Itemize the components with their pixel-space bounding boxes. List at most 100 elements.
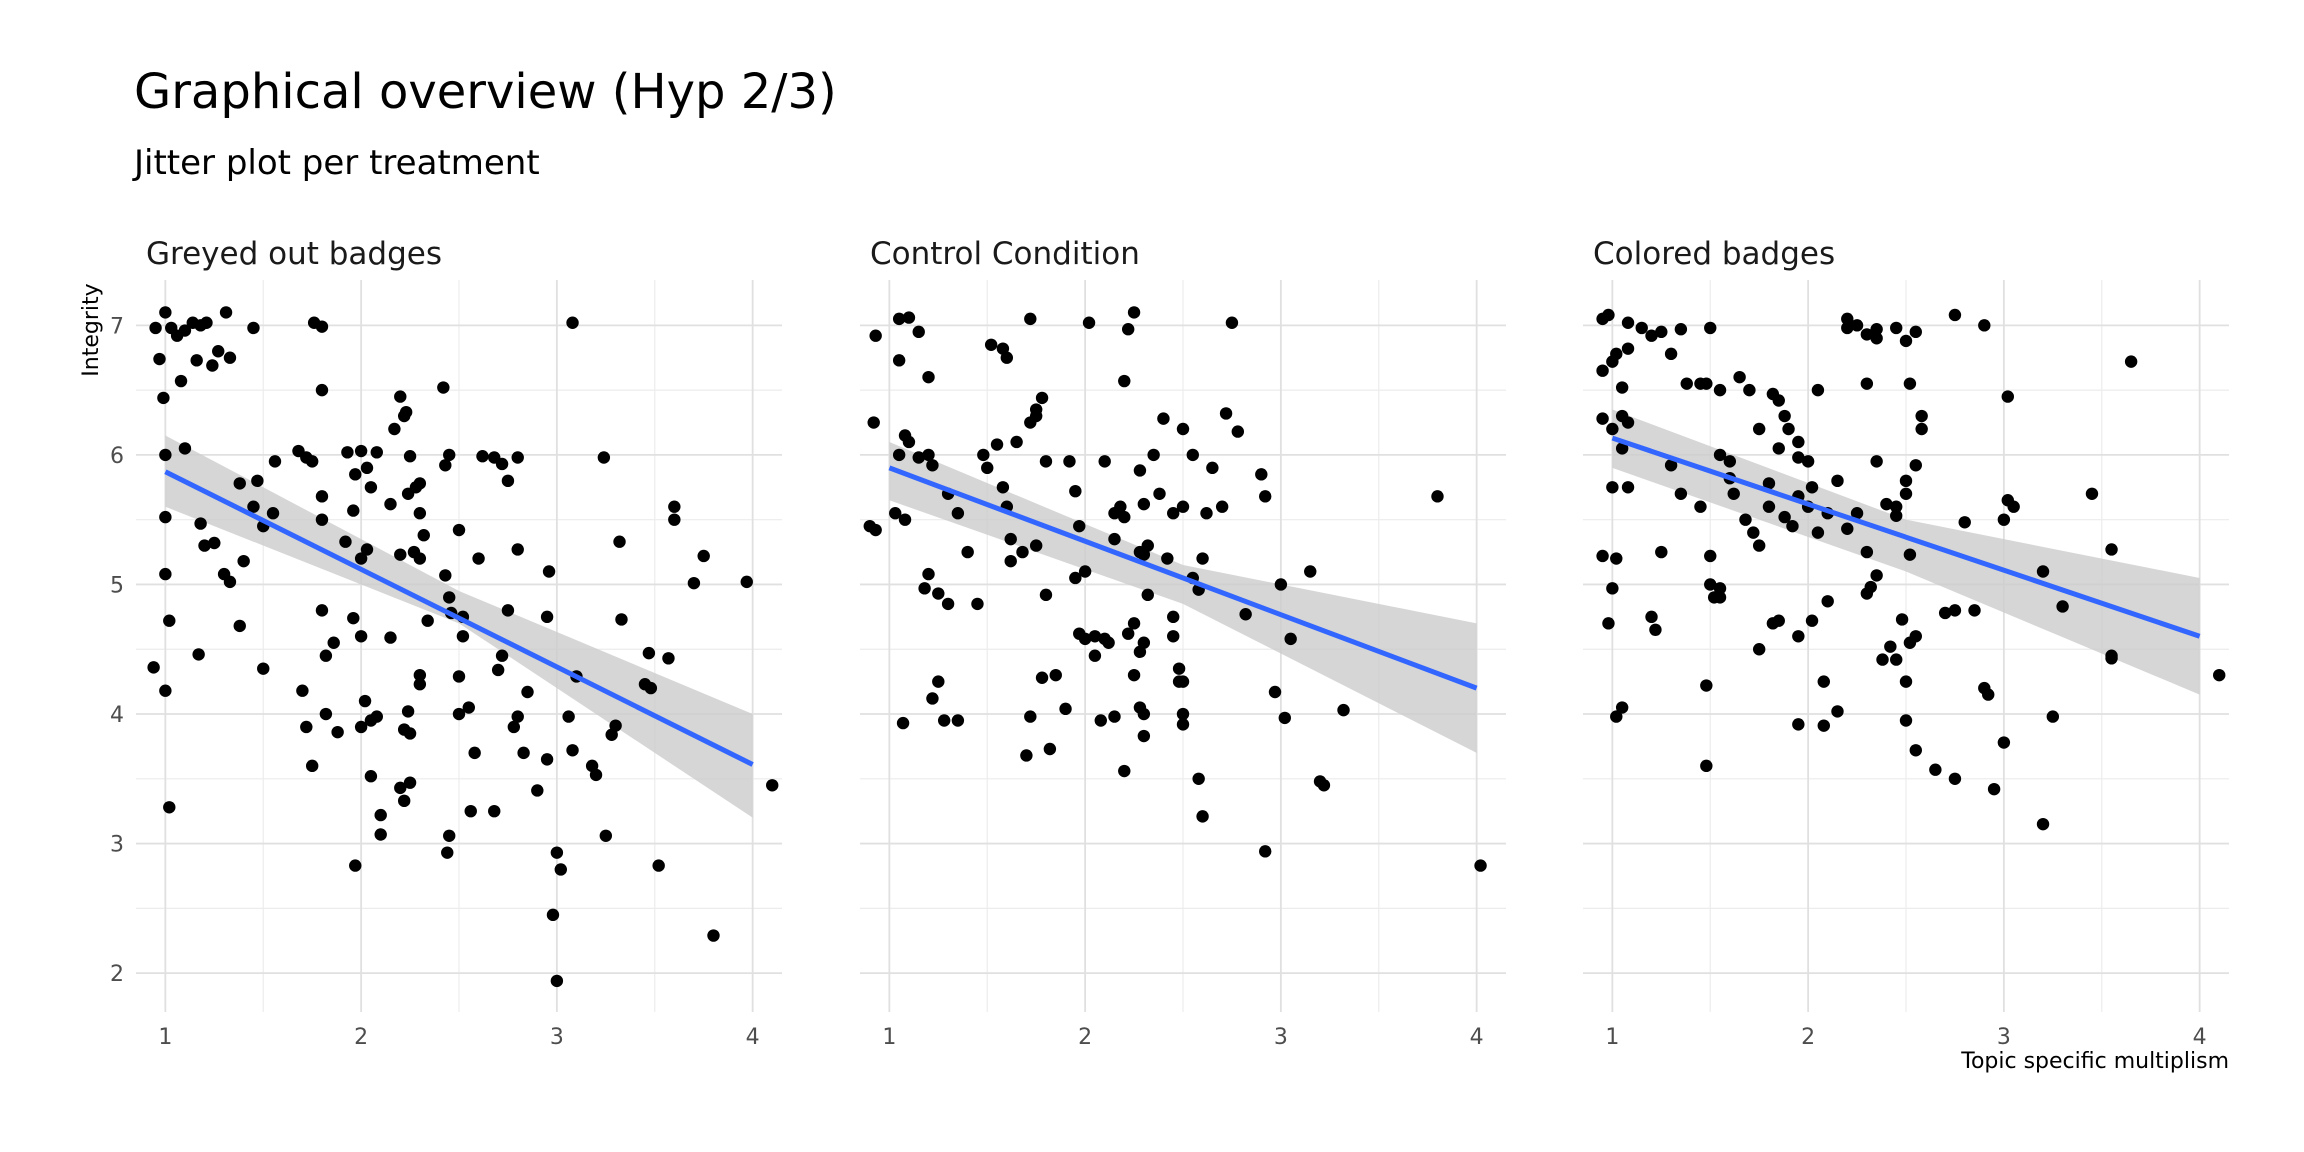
data-point [269,455,281,467]
data-point [741,576,753,588]
x-tick-label: 2 [354,1025,368,1050]
data-point [1024,313,1036,325]
data-point [1665,348,1677,360]
data-point [159,511,171,523]
data-point [1753,643,1765,655]
data-point [1890,501,1902,513]
data-point [1982,688,1994,700]
data-point [615,613,627,625]
data-point [463,701,475,713]
data-point [1167,630,1179,642]
data-point [1192,773,1204,785]
data-point [421,615,433,627]
data-point [1910,630,1922,642]
data-point [697,550,709,562]
data-point [349,468,361,480]
data-point [1206,462,1218,474]
data-point [1622,416,1634,428]
data-point [316,490,328,502]
data-point [359,695,371,707]
data-point [942,598,954,610]
data-point [1645,611,1657,623]
data-point [1177,423,1189,435]
data-point [347,504,359,516]
data-point [476,450,488,462]
data-point [1040,455,1052,467]
data-point [159,306,171,318]
data-point [163,615,175,627]
data-point [869,524,881,536]
data-point [1005,555,1017,567]
data-point [1216,501,1228,513]
data-point [316,513,328,525]
data-point [985,339,997,351]
data-point [1095,714,1107,726]
data-point [1622,481,1634,493]
data-point [1431,490,1443,502]
data-point [296,684,308,696]
data-point [1700,760,1712,772]
data-point [163,801,175,813]
data-point [1259,845,1271,857]
data-point [1851,319,1863,331]
data-point [1108,533,1120,545]
data-point [1870,569,1882,581]
data-point [2086,488,2098,500]
data-point [1596,550,1608,562]
data-point [404,450,416,462]
data-point [1704,550,1716,562]
data-point [1030,410,1042,422]
data-point [1818,675,1830,687]
data-point [1275,578,1287,590]
data-point [224,352,236,364]
data-point [384,631,396,643]
data-point [868,416,880,428]
x-tick-label: 4 [746,1025,760,1050]
data-point [437,381,449,393]
data-point [1177,501,1189,513]
data-point [1792,718,1804,730]
data-point [1196,810,1208,822]
data-point [981,462,993,474]
data-point [1998,513,2010,525]
data-point [1681,377,1693,389]
data-point [1279,712,1291,724]
x-tick-label: 2 [1078,1025,1092,1050]
data-point [414,552,426,564]
data-point [1831,705,1843,717]
data-point [1098,455,1110,467]
data-point [1806,481,1818,493]
data-point [1700,679,1712,691]
data-point [1173,662,1185,674]
data-point [1949,309,1961,321]
data-point [1118,375,1130,387]
data-point [1606,481,1618,493]
data-point [2037,818,2049,830]
data-point [212,345,224,357]
data-point [1884,640,1896,652]
data-point [361,543,373,555]
y-tick-label: 7 [110,314,124,339]
data-point [234,477,246,489]
data-point [347,612,359,624]
data-point [200,317,212,329]
data-point [1187,449,1199,461]
data-point [414,507,426,519]
data-point [374,809,386,821]
data-point [1073,520,1085,532]
data-point [1284,633,1296,645]
y-tick-label: 2 [110,962,124,987]
data-point [1900,675,1912,687]
data-point [414,678,426,690]
data-point [1616,381,1628,393]
x-tick-label: 3 [550,1025,564,1050]
data-point [1802,455,1814,467]
data-point [1318,779,1330,791]
data-point [220,306,232,318]
data-point [496,650,508,662]
data-point [2125,355,2137,367]
data-point [1998,736,2010,748]
data-point [192,648,204,660]
data-point [1900,475,1912,487]
data-point [365,481,377,493]
